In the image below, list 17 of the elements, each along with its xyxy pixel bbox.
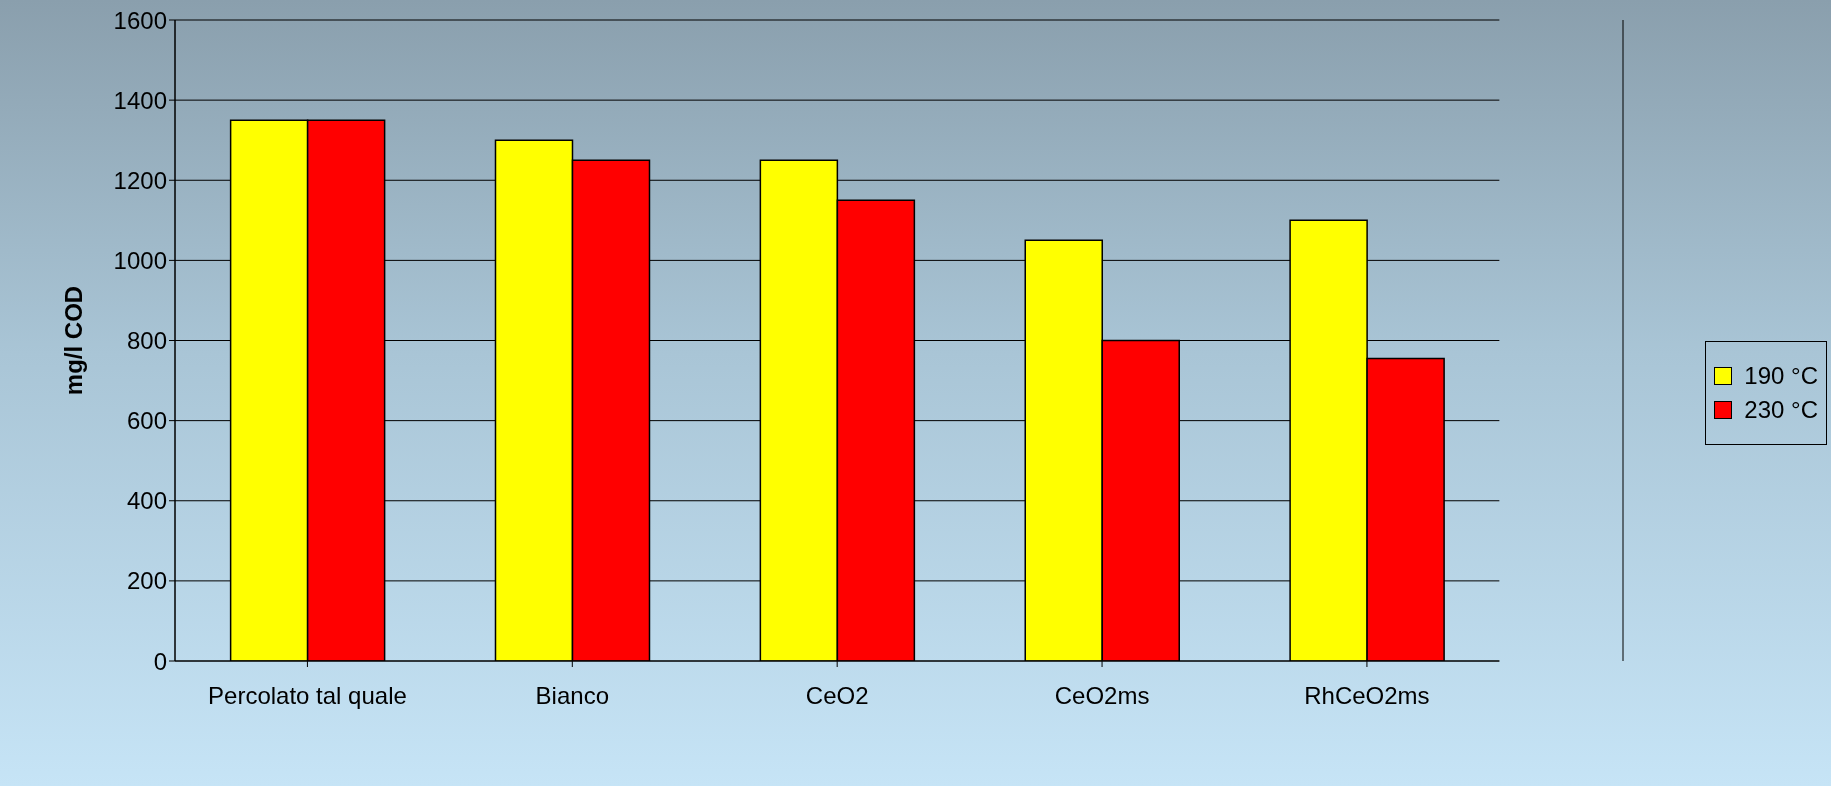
y-axis-title: mg/l COD <box>59 285 87 396</box>
x-tick-label: Bianco <box>535 682 609 710</box>
legend-label: 190 °C <box>1744 362 1818 390</box>
legend-label: 230 °C <box>1744 396 1818 424</box>
y-tick-label: 1200 <box>113 166 167 194</box>
x-tick-label: CeO2ms <box>1054 682 1150 710</box>
y-tick-label: 1400 <box>113 86 167 114</box>
x-tick-label: CeO2 <box>805 682 869 710</box>
y-tick-label: 200 <box>126 567 167 595</box>
y-tick-label: 1000 <box>113 246 167 274</box>
y-tick-label: 400 <box>126 487 167 515</box>
x-tick-label: RhCeO2ms <box>1304 682 1430 710</box>
y-tick-label: 1600 <box>113 6 167 34</box>
y-tick-label: 800 <box>126 327 167 355</box>
x-tick-label: Percolato tal quale <box>208 682 407 710</box>
y-tick-label: 600 <box>126 407 167 435</box>
y-tick-label: 0 <box>153 647 167 675</box>
